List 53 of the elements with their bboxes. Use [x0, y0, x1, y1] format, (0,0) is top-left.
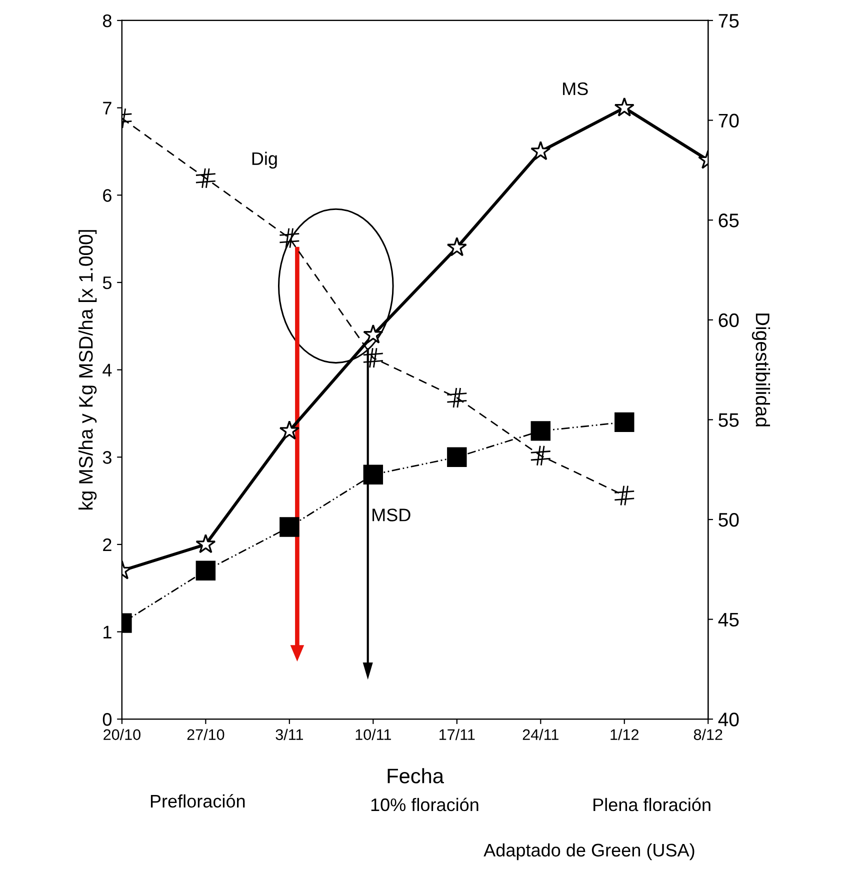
x-tick-label: 8/12 — [694, 728, 722, 740]
y2-tick-label: 75 — [718, 14, 739, 28]
point — [279, 420, 300, 440]
point — [614, 97, 634, 116]
y2-tick-label: 45 — [718, 612, 739, 627]
x-tick-label: 17/11 — [440, 728, 475, 740]
x-tick-label: 27/10 — [187, 728, 224, 740]
point — [363, 464, 384, 484]
x-tick-label: 10/11 — [356, 728, 391, 740]
text: Adaptado de Green (USA) — [484, 843, 694, 860]
text: 10% floración — [371, 798, 478, 812]
y2-tick-label: 65 — [718, 214, 739, 228]
y-tick-label: 4 — [102, 364, 112, 376]
y-tick-label: 8 — [102, 14, 112, 28]
point — [446, 387, 468, 408]
point — [196, 534, 216, 554]
y-tick-label: 6 — [103, 189, 112, 202]
x-tick-label: 3/11 — [276, 728, 303, 740]
y-axis-title: kg MS/ha y Kg MSD/ha [x 1.000] — [78, 230, 97, 510]
point — [279, 228, 300, 248]
point — [614, 485, 635, 506]
y-tick-label: 0 — [102, 713, 112, 726]
text: Prefloración — [150, 794, 245, 808]
x-tick-label: 20/10 — [104, 728, 140, 740]
y2-tick-label: 70 — [718, 114, 739, 128]
y2-axis-title: Digestibilidad — [752, 314, 770, 426]
point — [614, 412, 634, 432]
y2-tick-label: 60 — [718, 313, 739, 328]
y-tick-label: 1 — [104, 626, 112, 638]
x-tick-label: 1/12 — [610, 728, 638, 740]
text: Plena floración — [594, 798, 710, 812]
y2-tick-label: 50 — [718, 512, 739, 527]
series-label: MS — [563, 82, 588, 96]
y-tick-label: 7 — [103, 102, 112, 114]
point — [363, 324, 384, 344]
y-tick-label: 5 — [102, 276, 112, 290]
x-axis-title: Fecha — [388, 768, 444, 784]
point — [530, 445, 552, 466]
series-label: MSD — [372, 508, 410, 522]
point — [195, 168, 216, 189]
point — [446, 236, 467, 256]
x-tick-label: 24/11 — [522, 728, 558, 740]
point — [362, 347, 384, 368]
point — [196, 560, 216, 581]
y2-tick-label: 55 — [718, 413, 739, 427]
point — [530, 421, 551, 441]
point — [447, 447, 467, 467]
y-tick-label: 3 — [102, 451, 112, 464]
point — [280, 517, 300, 537]
series-label: Dig — [252, 152, 277, 169]
y2-tick-label: 40 — [718, 712, 739, 726]
point — [530, 140, 551, 160]
y-tick-label: 2 — [103, 538, 112, 551]
